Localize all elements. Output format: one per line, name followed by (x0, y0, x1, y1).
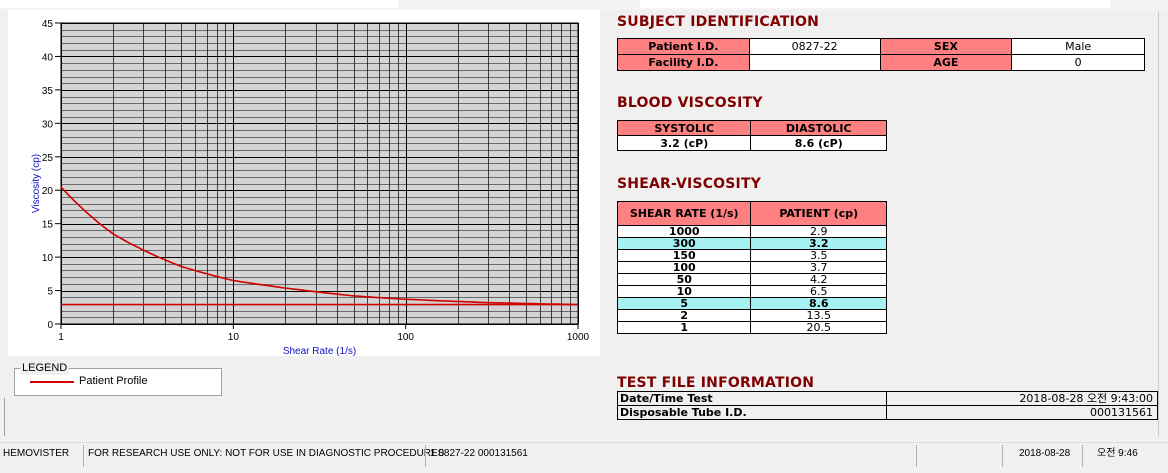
patient-id-field[interactable]: 0827-22 (748, 38, 881, 55)
y-tick-label: 20 (42, 186, 54, 197)
shear-rate-cell: 2 (616, 309, 752, 322)
patient-viscosity-cell: 13.5 (750, 309, 887, 322)
x-axis-label: Shear Rate (1/s) (283, 346, 356, 356)
patient-viscosity-cell: 2.9 (750, 225, 887, 238)
y-tick-label: 25 (42, 153, 54, 164)
series-line-patient-profile (60, 186, 579, 306)
y-tick-label: 35 (42, 86, 54, 97)
age-field[interactable]: 0 (1011, 54, 1145, 71)
diastolic-value: 8.6 (cP) (750, 135, 887, 151)
shear-viscosity-row: 300 3.2 (616, 237, 887, 250)
systolic-label: SYSTOLIC (616, 120, 752, 136)
shear-viscosity-row: 50 4.2 (616, 273, 887, 286)
status-separator (425, 445, 426, 467)
shear-rate-cell: 5 (616, 297, 752, 310)
patient-viscosity-cell: 8.6 (750, 297, 887, 310)
patient-viscosity-cell: 3.2 (750, 237, 887, 250)
shear-viscosity-row: 150 3.5 (616, 249, 887, 262)
facility-id-label: Facility I.D. (617, 54, 750, 71)
shear-viscosity-row: 2 13.5 (616, 309, 887, 322)
age-label: AGE (879, 54, 1013, 71)
x-tick-label: 1000 (567, 332, 590, 343)
shear-rate-cell: 150 (616, 249, 752, 262)
shear-rate-cell: 300 (616, 237, 752, 250)
systolic-value: 3.2 (cP) (616, 135, 752, 151)
shear-rate-cell: 1000 (616, 225, 752, 238)
status-date: 2018-08-28 (1019, 448, 1071, 459)
status-app-name: HEMOVISTER (3, 448, 70, 459)
status-separator (1002, 445, 1003, 467)
patient-column-header: PATIENT (cp) (750, 201, 887, 226)
y-tick-label: 5 (47, 287, 53, 298)
plot-area (60, 22, 579, 325)
shear-viscosity-title: SHEAR-VISCOSITY (617, 176, 762, 192)
disposable-tube-id-value: 000131561 (885, 405, 1158, 420)
shear-viscosity-table: SHEAR RATE (1/s) PATIENT (cp) 1000 2.9 300… (616, 201, 887, 334)
shear-viscosity-rows: 1000 2.9 300 3.2 150 3.5 100 3.7 50 4.2 10 6.5 5 8.6 2… (616, 225, 887, 334)
shear-rate-cell: 50 (616, 273, 752, 286)
disposable-tube-id-label: Disposable Tube I.D. (617, 405, 887, 420)
test-file-table: Date/Time Test 2018-08-28 오전 9:43:00 Dis… (617, 391, 1158, 420)
top-strip-segment (640, 0, 1110, 8)
status-research-notice: FOR RESEARCH USE ONLY: NOT FOR USE IN DI… (88, 448, 445, 459)
test-file-information-title: TEST FILE INFORMATION (617, 375, 815, 391)
panel-edge (4, 398, 5, 436)
y-tick-label: 15 (42, 220, 54, 231)
x-tick-label: 100 (397, 332, 414, 343)
shear-viscosity-row: 5 8.6 (616, 297, 887, 310)
legend-title: LEGEND (20, 361, 70, 375)
status-bar: HEMOVISTER FOR RESEARCH USE ONLY: NOT FO… (0, 442, 1168, 473)
x-tick-label: 10 (228, 332, 240, 343)
legend-label-patient-profile: Patient Profile (79, 375, 148, 387)
x-tick-label: 1 (58, 332, 64, 343)
patient-viscosity-cell: 6.5 (750, 285, 887, 298)
shear-viscosity-row: 1000 2.9 (616, 225, 887, 238)
shear-rate-cell: 10 (616, 285, 752, 298)
y-axis-label: Viscosity (cp) (31, 154, 42, 213)
top-strip (0, 0, 1168, 10)
sex-field[interactable]: Male (1011, 38, 1145, 55)
viscosity-chart: 0 5 10 15 20 25 30 35 40 45 1 10 100 1000 Shear Rate (… (8, 10, 600, 356)
status-separator (1082, 445, 1083, 467)
date-time-test-value: 2018-08-28 오전 9:43:00 (885, 391, 1158, 406)
status-separator (916, 445, 917, 467)
shear-rate-column-header: SHEAR RATE (1/s) (616, 201, 752, 226)
shear-viscosity-row: 1 20.5 (616, 321, 887, 334)
sex-label: SEX (879, 38, 1013, 55)
status-separator (83, 445, 84, 467)
patient-viscosity-cell: 3.5 (750, 249, 887, 262)
y-tick-label: 30 (42, 119, 54, 130)
status-time: 오전 9:46 (1097, 448, 1138, 459)
viscosity-chart-svg: 0 5 10 15 20 25 30 35 40 45 1 10 100 1000 Shear Rate (… (8, 10, 600, 356)
shear-viscosity-row: 100 3.7 (616, 261, 887, 274)
shear-rate-cell: 100 (616, 261, 752, 274)
panel-edge (1158, 12, 1159, 436)
blood-viscosity-table: SYSTOLIC DIASTOLIC 3.2 (cP) 8.6 (cP) (616, 120, 887, 151)
diastolic-label: DIASTOLIC (750, 120, 887, 136)
y-tick-label: 40 (42, 52, 54, 63)
status-file-info: 1 0827-22 000131561 (430, 448, 528, 459)
subject-identification-title: SUBJECT IDENTIFICATION (617, 14, 820, 30)
legend-swatch-patient-profile (30, 381, 74, 383)
date-time-test-label: Date/Time Test (617, 391, 887, 406)
patient-viscosity-cell: 4.2 (750, 273, 887, 286)
patient-id-label: Patient I.D. (617, 38, 750, 55)
y-tick-label: 45 (42, 19, 54, 30)
patient-viscosity-cell: 20.5 (750, 321, 887, 334)
facility-id-field[interactable] (748, 54, 881, 71)
top-strip-segment (0, 0, 398, 8)
blood-viscosity-title: BLOOD VISCOSITY (617, 95, 763, 111)
shear-viscosity-row: 10 6.5 (616, 285, 887, 298)
subject-identification-table: Patient I.D. 0827-22 SEX Male Facility I… (617, 38, 1145, 71)
y-tick-label: 0 (47, 320, 53, 331)
shear-rate-cell: 1 (616, 321, 752, 334)
y-tick-label: 10 (42, 253, 54, 264)
patient-viscosity-cell: 3.7 (750, 261, 887, 274)
